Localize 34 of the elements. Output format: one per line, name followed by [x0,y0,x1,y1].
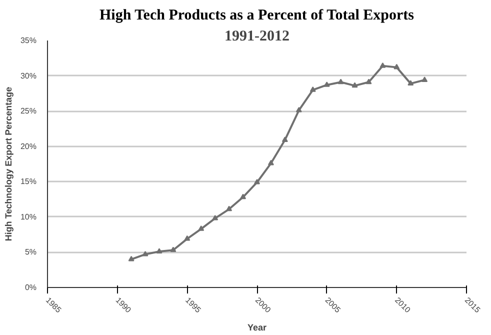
point [352,82,358,88]
point [380,62,386,68]
point [198,226,204,231]
point [240,194,246,200]
y-tick-label: 5% [24,248,36,257]
y-tick-label: 25% [20,106,37,116]
point [142,250,148,256]
point [338,78,344,84]
point [170,246,176,252]
point [226,206,232,212]
y-tick-label: 0% [24,283,36,292]
y-axis-title: High Technology Export Percentage [3,86,14,242]
x-axis-title: Year [247,322,268,332]
point [128,256,134,262]
chart-subtitle: 1991-2012 [224,28,290,44]
chart-title: High Tech Products as a Percent of Total Exports [99,8,414,24]
point [310,86,316,92]
point [324,82,330,87]
point [254,178,260,184]
y-tick-label: 15% [20,177,37,186]
y-tick-label: 20% [20,142,37,151]
point [268,160,274,166]
y-tick-label: 30% [20,71,37,80]
point [156,248,162,254]
point [408,80,414,86]
point [296,106,302,112]
y-tick-label: 10% [20,212,37,222]
y-tick-label: 35% [20,36,37,45]
point [394,64,400,70]
point [422,76,428,82]
point [282,136,288,142]
point [366,78,372,84]
point [212,214,218,220]
point [184,235,190,241]
